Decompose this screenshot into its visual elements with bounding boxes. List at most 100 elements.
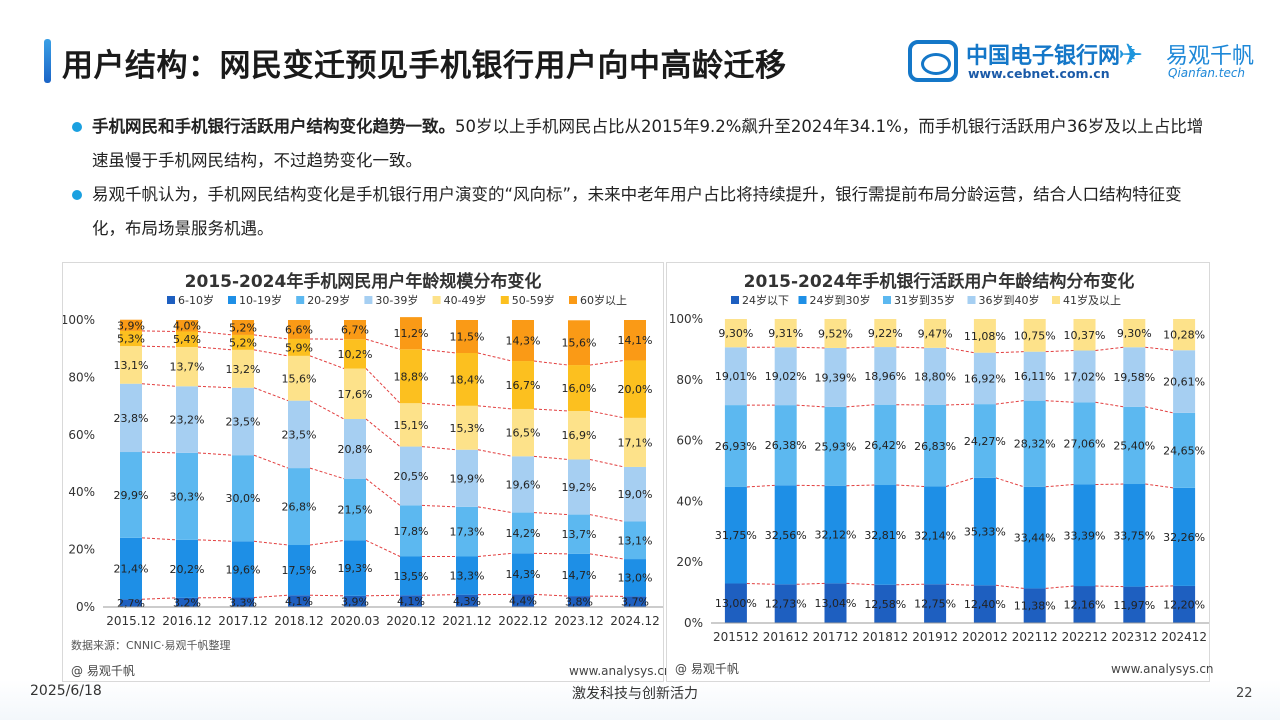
connector-line: [477, 449, 513, 457]
bar-segment: [1023, 400, 1046, 487]
x-tick-label: 2015.12: [106, 614, 156, 628]
legend-swatch: [228, 296, 236, 304]
connector-line: [197, 346, 233, 351]
bar-segment: [456, 320, 478, 354]
data-label: 10,2%: [338, 348, 373, 361]
right-brand: @ 易观千帆: [675, 662, 739, 676]
data-label: 33,39%: [1064, 529, 1106, 542]
connector-line: [253, 454, 289, 469]
bar-segment: [1073, 484, 1096, 587]
data-label: 32,12%: [815, 529, 857, 542]
data-label: 3,8%: [565, 596, 593, 609]
data-label: 26,8%: [282, 501, 317, 514]
bar-segment: [874, 347, 897, 405]
background-skyline: [0, 680, 1280, 720]
data-label: 33,44%: [1014, 532, 1056, 545]
data-label: 3,9%: [117, 319, 145, 332]
data-label: 26,42%: [864, 439, 906, 452]
data-label: 32,26%: [1163, 531, 1205, 544]
left-url: www.analysys.cn: [569, 664, 672, 678]
legend-swatch: [798, 296, 807, 304]
data-label: 12,58%: [864, 598, 906, 611]
legend-label: 10-19岁: [239, 293, 282, 307]
bar-segment: [1173, 585, 1196, 623]
data-label: 16,9%: [562, 429, 597, 442]
legend-label: 30-39岁: [375, 293, 418, 307]
bar-segment: [120, 319, 142, 331]
bar-segment: [568, 514, 590, 554]
bar-segment: [344, 419, 366, 479]
connector-line: [197, 452, 233, 456]
data-label: 14,1%: [618, 334, 653, 347]
y-tick-label: 100%: [669, 312, 703, 326]
left-source-note: 数据来源：CNNIC·易观千帆整理: [71, 639, 231, 652]
bar-segment: [1023, 351, 1046, 401]
connector-line: [846, 484, 875, 487]
bar-segment: [824, 347, 847, 407]
connector-line: [1095, 346, 1124, 352]
connector-line: [946, 583, 974, 586]
bar-segment: [1173, 319, 1196, 351]
bar-segment: [924, 347, 947, 405]
connector-line: [421, 446, 457, 451]
data-label: 25,40%: [1113, 439, 1155, 452]
connector-line: [1095, 483, 1124, 486]
data-label: 17,8%: [394, 525, 429, 538]
qianfan-logo: ✈ 易观千帆 Qianfan.tech: [1118, 36, 1268, 84]
data-label: 23,5%: [282, 428, 317, 441]
legend-label: 40-49岁: [444, 293, 487, 307]
bar-segment: [288, 595, 310, 607]
connector-line: [896, 346, 925, 349]
connector-line: [589, 458, 625, 468]
connector-line: [896, 484, 925, 488]
y-tick-label: 80%: [676, 373, 703, 387]
bar-segment: [288, 320, 310, 339]
bar-segment: [973, 352, 996, 405]
bar-segment: [1173, 487, 1196, 586]
connector-line: [421, 348, 457, 354]
connector-line: [197, 330, 233, 336]
data-label: 13,0%: [618, 572, 653, 585]
legend-label: 50-59岁: [512, 293, 555, 307]
bar-segment: [624, 320, 646, 361]
bar-segment: [1023, 486, 1046, 589]
data-label: 26,93%: [715, 440, 757, 453]
bar-segment: [624, 559, 646, 597]
connector-line: [1045, 585, 1074, 589]
bar-segment: [456, 449, 478, 507]
cebnet-logo: 中国电子银行网 www.cebnet.com.cn: [908, 38, 1120, 86]
data-label: 23,2%: [170, 414, 205, 427]
bar-segment: [456, 405, 478, 450]
qianfan-logo-name: 易观千帆: [1166, 44, 1255, 69]
bar-segment: [232, 334, 254, 350]
bar-segment: [1123, 586, 1146, 623]
connector-line: [141, 383, 177, 387]
bar-segment: [512, 320, 534, 362]
qianfan-bird-icon: ✈: [1118, 38, 1144, 73]
connector-line: [477, 405, 513, 410]
data-label: 24,27%: [964, 435, 1006, 448]
connector-line: [141, 597, 177, 600]
y-tick-label: 20%: [676, 555, 703, 569]
bar-segment: [774, 319, 797, 348]
bar-segment: [288, 400, 310, 469]
legend-swatch: [731, 296, 739, 304]
data-label: 11,08%: [964, 330, 1006, 343]
page-title: 用户结构：网民变迁预见手机银行用户向中高龄迁移: [62, 48, 787, 84]
connector-line: [533, 512, 569, 516]
connector-line: [141, 330, 177, 332]
connector-line: [365, 368, 401, 404]
page-number: 22: [1236, 686, 1253, 701]
connector-line: [995, 351, 1024, 354]
bar-segment: [1123, 319, 1146, 348]
data-label: 13,04%: [815, 597, 857, 610]
cebnet-logo-icon: [908, 40, 958, 82]
connector-line: [589, 359, 625, 366]
bar-segment: [232, 541, 254, 598]
legend-swatch: [432, 296, 441, 304]
data-label: 5,2%: [229, 336, 257, 349]
bar-segment: [232, 455, 254, 542]
bar-segment: [1173, 412, 1196, 488]
connector-line: [589, 514, 625, 522]
data-label: 15,3%: [450, 422, 485, 435]
